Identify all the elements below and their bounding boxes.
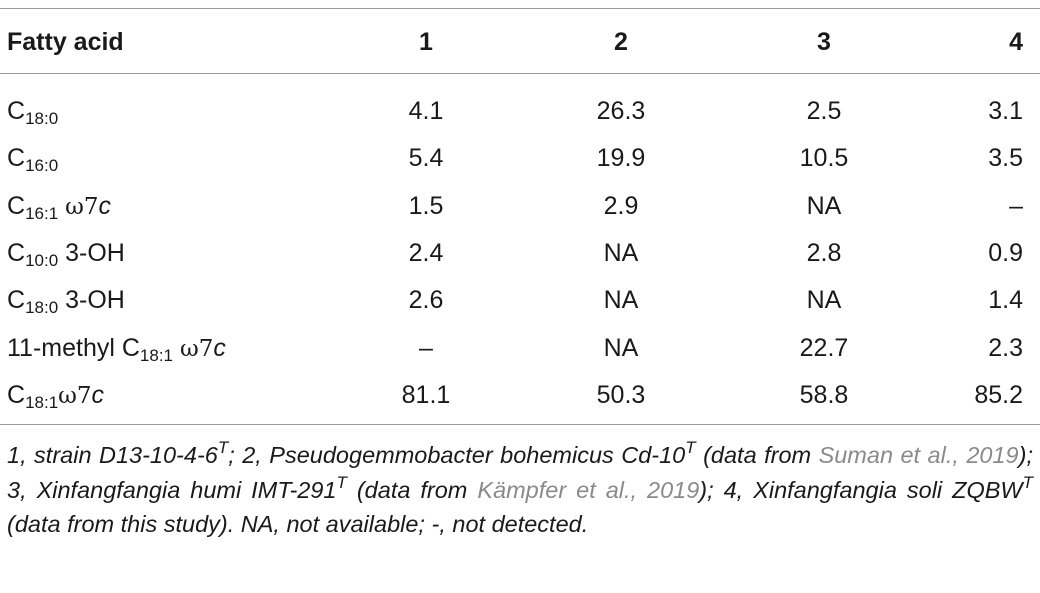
citation-link-kampfer[interactable]: Kämpfer et al., 2019 <box>477 476 700 503</box>
value-col-3: 2.8 <box>806 239 842 267</box>
fatty-acid-name: 11-methyl C18:1 ω7c <box>7 334 226 365</box>
table-row: C16:1 ω7c 1.5 2.9 NA – <box>0 183 1040 229</box>
value-col-2: 2.9 <box>603 192 639 220</box>
value-col-1: 2.6 <box>408 286 444 314</box>
table-row: C18:0 3-OH 2.6 NA NA 1.4 <box>0 277 1040 323</box>
value-col-4: 0.9 <box>988 239 1023 267</box>
value-col-1: 81.1 <box>401 381 451 409</box>
header-fatty-acid: Fatty acid <box>7 28 124 56</box>
header-col-4: 4 <box>1009 28 1023 56</box>
table-bottom-rule <box>0 424 1040 425</box>
table-header-row: Fatty acid 1 2 3 4 <box>0 19 1040 65</box>
value-col-2: NA <box>603 239 639 267</box>
table-header-rule <box>0 73 1040 74</box>
table-top-rule <box>0 8 1040 9</box>
value-col-1: 4.1 <box>408 97 444 125</box>
header-col-3: 3 <box>817 28 831 56</box>
value-col-3: 10.5 <box>799 144 849 172</box>
fatty-acid-name: C18:1ω7c <box>7 381 105 412</box>
fatty-acid-name: C18:0 3-OH <box>7 286 125 317</box>
fatty-acid-name: C10:0 3-OH <box>7 239 125 270</box>
fatty-acid-name: C18:0 <box>7 97 59 128</box>
value-col-4: 1.4 <box>988 286 1023 314</box>
table-footnote: 1, strain D13-10-4-6T; 2, Pseudogemmobac… <box>7 438 1033 542</box>
footnote-text: 1, strain D13-10-4-6 <box>7 442 218 468</box>
value-col-4: 3.5 <box>988 144 1023 172</box>
footnote-text: ); 3, Xinfangfangia humi IMT-291 <box>7 442 1033 503</box>
header-col-1: 1 <box>419 28 433 56</box>
value-col-3: 58.8 <box>799 381 849 409</box>
value-col-1: 2.4 <box>408 239 444 267</box>
footnote-text: ); 4, Xinfangfangia soli ZQBW <box>699 476 1023 503</box>
value-col-1: – <box>419 334 433 362</box>
footnote-text: (data from this study). NA, not availabl… <box>7 511 589 537</box>
table-row: C10:0 3-OH 2.4 NA 2.8 0.9 <box>0 230 1040 276</box>
table-row: C16:0 5.4 19.9 10.5 3.5 <box>0 135 1040 181</box>
value-col-4: 3.1 <box>988 97 1023 125</box>
value-col-2: 19.9 <box>596 144 646 172</box>
citation-link-suman[interactable]: Suman et al., 2019 <box>818 442 1019 468</box>
value-col-4: 2.3 <box>988 334 1023 362</box>
value-col-1: 5.4 <box>408 144 444 172</box>
footnote-text: (data from <box>346 476 478 503</box>
type-strain-mark: T <box>1022 472 1033 492</box>
value-col-3: 22.7 <box>799 334 849 362</box>
header-col-2: 2 <box>614 28 628 56</box>
table-row: 11-methyl C18:1 ω7c – NA 22.7 2.3 <box>0 325 1040 371</box>
value-col-1: 1.5 <box>408 192 444 220</box>
value-col-4: 85.2 <box>974 381 1023 409</box>
value-col-3: NA <box>806 286 842 314</box>
value-col-2: 50.3 <box>596 381 646 409</box>
table-row: C18:0 4.1 26.3 2.5 3.1 <box>0 88 1040 134</box>
table-row: C18:1ω7c 81.1 50.3 58.8 85.2 <box>0 372 1040 418</box>
value-col-2: NA <box>603 334 639 362</box>
type-strain-mark: T <box>685 438 696 457</box>
value-col-2: 26.3 <box>596 97 646 125</box>
type-strain-mark: T <box>336 472 347 492</box>
fatty-acid-name: C16:1 ω7c <box>7 192 111 223</box>
value-col-3: NA <box>806 192 842 220</box>
footnote-text: (data from <box>695 442 819 468</box>
value-col-2: NA <box>603 286 639 314</box>
value-col-3: 2.5 <box>806 97 842 125</box>
footnote-text: ; 2, Pseudogemmobacter bohemicus Cd-10 <box>228 442 686 468</box>
fatty-acid-name: C16:0 <box>7 144 59 175</box>
value-col-4: – <box>1009 192 1023 220</box>
type-strain-mark: T <box>217 438 229 457</box>
